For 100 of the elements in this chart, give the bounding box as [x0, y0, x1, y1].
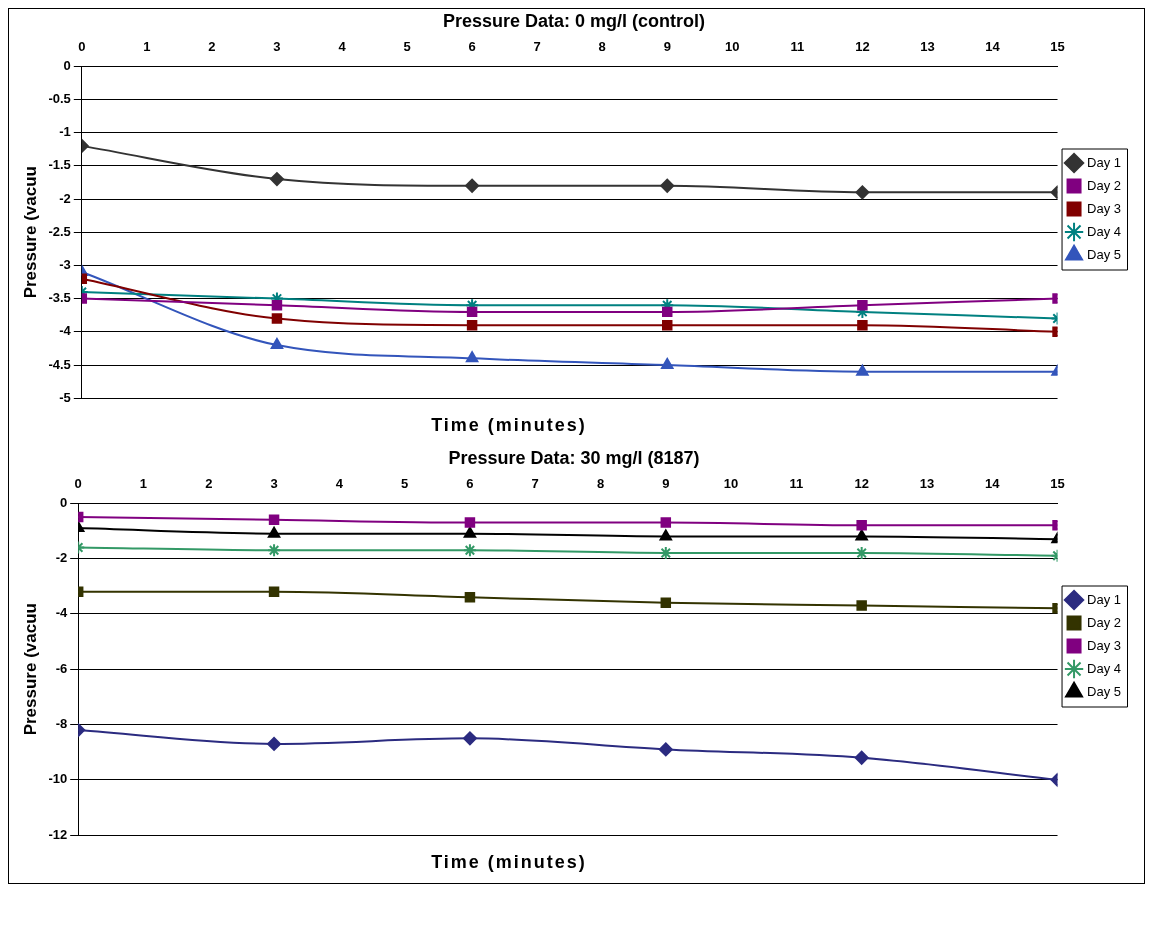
point	[267, 736, 282, 751]
x-tick-label: 10	[725, 38, 740, 54]
legend-label: Day 2	[1087, 177, 1122, 193]
y-tick-label: -8	[55, 716, 68, 732]
x-tick-label: 1	[139, 475, 148, 491]
y-tick-label: -2.5	[48, 223, 71, 239]
point	[271, 300, 283, 311]
x-tick-label: 4	[338, 38, 347, 54]
y-tick-label: 0	[63, 57, 71, 73]
x-tick-label: 12	[854, 475, 869, 491]
y-tick-label: -4	[55, 605, 68, 621]
point	[660, 178, 675, 193]
x-tick-label: 12	[855, 38, 870, 54]
point	[659, 529, 672, 541]
point	[854, 750, 869, 765]
x-tick-label: 9	[662, 475, 670, 491]
legend-label: Day 5	[1087, 683, 1122, 699]
point	[856, 364, 869, 376]
legend-label: Day 3	[1087, 637, 1122, 653]
legend-label: Day 4	[1087, 660, 1122, 676]
point	[466, 306, 478, 318]
y-tick-label: -5	[59, 389, 71, 405]
y-tick-label: -1	[59, 124, 71, 140]
x-tick-label: 10	[723, 475, 739, 491]
point	[463, 526, 477, 538]
x-tick-label: 0	[74, 475, 82, 491]
y-tick-label: -6	[55, 660, 68, 676]
point	[857, 319, 868, 331]
x-tick-label: 5	[401, 475, 409, 491]
point	[464, 592, 476, 603]
y-tick-label: -2	[59, 190, 71, 206]
x-tick-label: 13	[919, 475, 935, 491]
point	[465, 178, 480, 193]
point	[270, 338, 284, 350]
x-tick-label: 0	[78, 38, 86, 54]
x-tick-label: 6	[466, 475, 474, 491]
x-tick-label: 9	[663, 38, 671, 54]
point	[856, 600, 867, 611]
x-tick-label: 15	[1050, 38, 1065, 54]
point	[268, 586, 280, 597]
point	[661, 358, 674, 369]
y-tick-label: -3.5	[48, 290, 71, 306]
point	[267, 543, 282, 558]
y-tick-label: -0.5	[48, 90, 71, 106]
y-tick-label: -4.5	[48, 356, 71, 372]
y-tick-label: -4	[59, 323, 72, 339]
chart-title: Pressure Data: 0 mg/l (control)	[442, 10, 706, 31]
x-tick-label: 11	[789, 475, 804, 491]
x-tick-label: 14	[985, 475, 1001, 491]
y-tick-label: 0	[59, 494, 68, 510]
legend-label: Day 2	[1087, 614, 1122, 630]
x-tick-label: 8	[598, 38, 606, 54]
chart-title: Pressure Data: 30 mg/l (8187)	[448, 447, 700, 468]
x-tick-label: 3	[270, 475, 278, 491]
y-tick-label: -2	[55, 550, 68, 566]
legend-label: Day 4	[1087, 223, 1122, 239]
x-tick-label: 13	[920, 38, 935, 54]
y-axis-title: Pressure (vacuu	[20, 603, 40, 736]
point	[660, 517, 672, 528]
point	[462, 543, 477, 558]
x-axis-title: Time (minutes)	[430, 851, 588, 874]
point	[856, 520, 867, 531]
point	[658, 742, 673, 757]
point	[662, 306, 673, 318]
x-tick-label: 11	[790, 38, 805, 54]
x-tick-label: 4	[335, 475, 344, 491]
y-tick-label: -12	[48, 826, 68, 842]
point	[267, 526, 281, 538]
point	[855, 529, 868, 541]
x-tick-label: 15	[1050, 475, 1065, 491]
point	[466, 319, 478, 331]
point	[660, 597, 672, 609]
point	[857, 300, 868, 311]
x-tick-label: 1	[143, 38, 151, 54]
x-tick-label: 2	[205, 475, 213, 491]
y-tick-label: -10	[48, 771, 68, 787]
x-axis-title: Time (minutes)	[430, 414, 588, 437]
point	[465, 351, 479, 363]
x-tick-label: 7	[531, 475, 539, 491]
x-tick-label: 2	[208, 38, 216, 54]
y-axis-title: Pressure (vacuu	[20, 166, 40, 299]
point	[269, 172, 284, 187]
point	[855, 185, 870, 200]
x-tick-label: 6	[468, 38, 476, 54]
point	[268, 514, 280, 526]
x-tick-label: 14	[985, 38, 1001, 54]
legend-label: Day 5	[1087, 246, 1122, 262]
y-tick-label: -3	[59, 256, 71, 272]
x-tick-label: 7	[533, 38, 541, 54]
x-tick-label: 8	[596, 475, 605, 491]
point	[462, 731, 477, 746]
point	[271, 313, 283, 324]
x-tick-label: 5	[403, 38, 411, 54]
point	[658, 546, 673, 560]
point	[854, 546, 869, 560]
legend-label: Day 3	[1087, 200, 1122, 216]
legend-label: Day 1	[1087, 591, 1122, 607]
point	[464, 517, 476, 528]
point	[662, 319, 673, 331]
x-tick-label: 3	[273, 38, 281, 54]
